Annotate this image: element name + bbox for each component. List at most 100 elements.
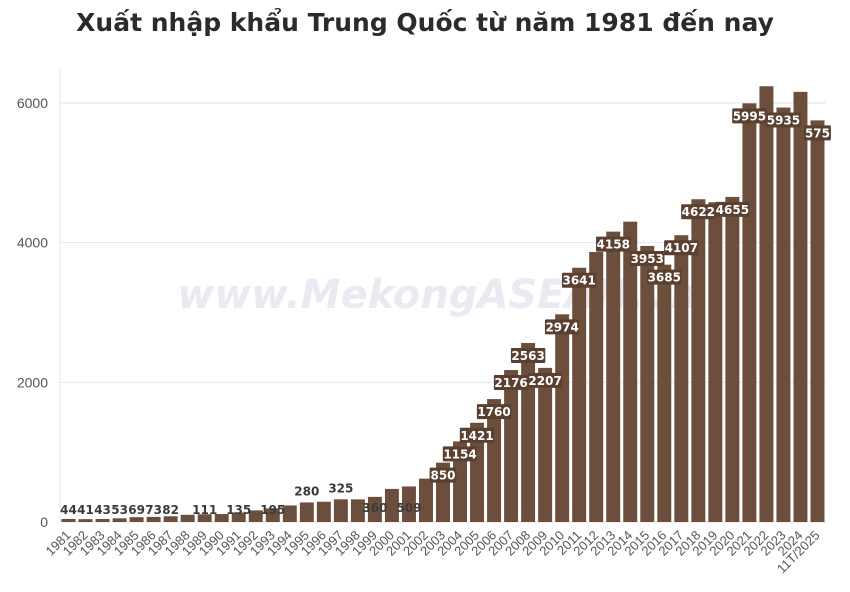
bar: [538, 367, 553, 522]
data-label: 360: [362, 501, 387, 515]
bar: [623, 221, 638, 522]
bar: [129, 517, 144, 522]
data-label: 4107: [665, 241, 698, 255]
data-label: 1760: [477, 405, 510, 419]
data-label-box: [561, 272, 597, 288]
data-label-box: [476, 404, 512, 420]
data-label: 280: [294, 484, 319, 498]
data-label: 4158: [597, 238, 630, 252]
data-label-box: [459, 427, 495, 443]
data-label: 135: [226, 503, 251, 517]
data-label: 509: [396, 501, 421, 515]
data-label: 3641: [562, 274, 595, 288]
data-label-box: [429, 467, 457, 483]
bar: [231, 512, 246, 522]
bar: [776, 107, 791, 522]
bar: [759, 86, 774, 523]
watermark-text: www.MekongASEAN.vn: [177, 272, 698, 318]
bar: [61, 518, 76, 522]
bar: [333, 499, 348, 522]
chart-title: Xuất nhập khẩu Trung Quốc từ năm 1981 đế…: [76, 8, 774, 37]
data-label: 5995: [733, 109, 766, 123]
data-label: 53: [111, 503, 128, 517]
data-label: 2176: [494, 376, 527, 390]
data-labels: 44 41 43 53 69 73 82 111 135 195 280 325 360 509 850 11…: [60, 108, 831, 517]
bar: [418, 478, 433, 522]
data-label: 4622: [682, 205, 715, 219]
bar: [180, 514, 195, 522]
data-label: 1421: [460, 429, 493, 443]
data-label: 73: [145, 503, 162, 517]
bar: [725, 196, 740, 522]
bar: [146, 516, 161, 522]
bar: [78, 519, 93, 522]
data-label-box: [527, 372, 563, 388]
data-label: 44: [60, 503, 77, 517]
bar: [95, 518, 110, 522]
bar: [521, 343, 536, 522]
data-label: 82: [162, 503, 179, 517]
data-label: 2563: [511, 349, 544, 363]
y-tick-label: 4000: [17, 235, 48, 251]
y-tick-label: 2000: [17, 374, 48, 390]
data-label-box: [664, 240, 699, 256]
bar: [350, 499, 365, 522]
bar: [214, 513, 229, 522]
data-label: 850: [430, 469, 455, 483]
bar: [248, 510, 263, 522]
bar: [589, 251, 604, 522]
bar: [657, 264, 672, 522]
data-label: 5935: [767, 114, 800, 128]
data-label: 2974: [545, 320, 578, 334]
data-label: 575: [805, 126, 830, 140]
y-tick-label: 6000: [17, 95, 48, 111]
data-label: 325: [328, 481, 353, 495]
bar: [742, 103, 757, 522]
bar: [640, 245, 655, 522]
data-label-box: [544, 319, 580, 335]
bar: [674, 235, 689, 522]
bar: [163, 516, 178, 522]
x-axis: 1981198219831984198519861987198819891990…: [43, 528, 823, 577]
data-label-box: [596, 236, 631, 252]
data-label-box: [442, 446, 478, 462]
bar: [367, 496, 382, 522]
bar: [606, 231, 621, 522]
bar: [691, 199, 706, 522]
data-label: 4655: [716, 203, 749, 217]
data-label-box: [715, 201, 750, 217]
bar: [299, 502, 314, 522]
bar: [504, 370, 519, 522]
data-label-box: [647, 269, 682, 285]
y-tick-label: 0: [40, 514, 48, 530]
data-label: 3953: [631, 252, 664, 266]
bar: [555, 314, 570, 522]
data-label-box: [630, 250, 665, 266]
data-label-box: [510, 348, 546, 364]
bar: [708, 202, 723, 523]
data-label: 41: [77, 503, 94, 517]
bar: [384, 488, 399, 522]
data-label-box: [732, 108, 767, 124]
data-label: 1154: [443, 447, 476, 461]
bar: [282, 505, 297, 522]
data-label: 3685: [648, 271, 681, 285]
data-label: 69: [128, 503, 145, 517]
data-label-box: [766, 112, 801, 128]
data-label: 111: [192, 503, 217, 517]
data-label-box: [804, 125, 831, 141]
bar: [265, 508, 280, 522]
bar: [572, 267, 587, 522]
bar: [793, 91, 808, 523]
y-axis: 0 2000 4000 6000: [17, 95, 48, 530]
data-label: 195: [260, 503, 285, 517]
bar: [316, 501, 331, 522]
bar: [810, 120, 825, 523]
data-label: 2207: [528, 374, 561, 388]
data-label-box: [681, 204, 716, 220]
data-label: 43: [94, 503, 111, 517]
bar: [453, 441, 468, 522]
bar: [197, 514, 212, 522]
bar: [112, 518, 127, 522]
